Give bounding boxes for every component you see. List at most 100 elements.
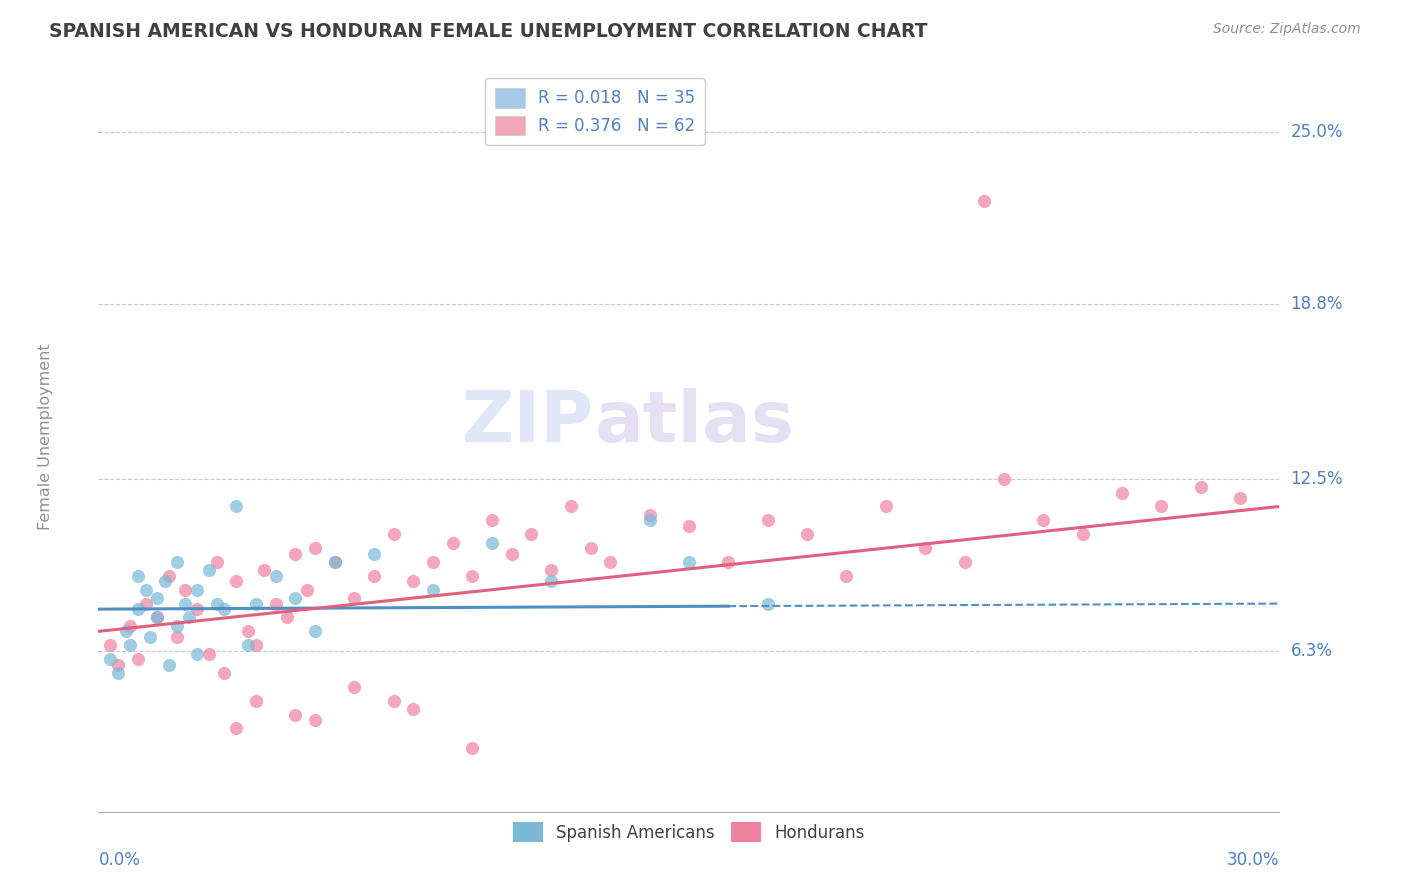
Point (236, 624, 259, 639)
Point (107, 657, 129, 672)
Point (540, 563, 562, 577)
Point (264, 569, 287, 583)
Point (166, 619, 188, 633)
Point (127, 602, 149, 616)
Text: Female Unemployment: Female Unemployment (38, 343, 53, 531)
Point (461, 569, 484, 583)
Point (1229, 491, 1251, 505)
Legend: Spanish Americans, Hondurans: Spanish Americans, Hondurans (506, 816, 872, 848)
Point (146, 610, 169, 624)
Point (461, 740, 484, 755)
Point (107, 665, 129, 680)
Point (98, 652, 121, 666)
Point (678, 555, 700, 569)
Point (717, 555, 740, 569)
Text: 6.3%: 6.3% (1291, 641, 1333, 660)
Point (560, 500, 582, 514)
Point (214, 602, 236, 616)
Point (382, 527, 405, 541)
Point (214, 665, 236, 680)
Point (155, 574, 177, 589)
Point (245, 638, 267, 652)
Point (166, 555, 188, 569)
Point (138, 630, 160, 644)
Point (157, 569, 180, 583)
Point (264, 597, 287, 611)
Point (1111, 485, 1133, 500)
Point (402, 702, 425, 716)
Point (875, 500, 897, 514)
Point (363, 569, 385, 583)
Point (135, 597, 157, 611)
Point (284, 707, 307, 722)
Point (205, 555, 228, 569)
Point (599, 555, 621, 569)
Text: 0.0%: 0.0% (98, 851, 141, 869)
Point (323, 555, 346, 569)
Point (304, 541, 326, 555)
Point (245, 694, 267, 708)
Point (422, 582, 444, 597)
Point (1071, 527, 1094, 541)
Point (166, 630, 188, 644)
Point (146, 591, 169, 605)
Point (382, 694, 405, 708)
Point (186, 602, 208, 616)
Point (638, 508, 661, 522)
Point (973, 194, 995, 209)
Point (174, 597, 197, 611)
Text: 12.5%: 12.5% (1291, 470, 1343, 488)
Point (253, 563, 276, 577)
Text: ZIP: ZIP (463, 388, 595, 457)
Point (953, 555, 976, 569)
Point (118, 638, 141, 652)
Point (118, 619, 141, 633)
Point (1189, 480, 1212, 494)
Point (501, 547, 523, 561)
Point (157, 657, 180, 672)
Text: SPANISH AMERICAN VS HONDURAN FEMALE UNEMPLOYMENT CORRELATION CHART: SPANISH AMERICAN VS HONDURAN FEMALE UNEM… (49, 22, 928, 41)
Point (638, 513, 661, 527)
Point (678, 519, 700, 533)
Point (343, 680, 366, 694)
Point (295, 582, 318, 597)
Text: atlas: atlas (595, 388, 794, 457)
Point (115, 624, 138, 639)
Point (323, 555, 346, 569)
Point (225, 574, 247, 589)
Point (177, 610, 200, 624)
Point (914, 541, 936, 555)
Point (276, 610, 298, 624)
Point (225, 500, 247, 514)
Point (186, 647, 208, 661)
Point (284, 591, 307, 605)
Point (796, 527, 818, 541)
Point (1032, 513, 1054, 527)
Point (363, 547, 385, 561)
Point (98, 638, 121, 652)
Point (441, 535, 464, 549)
Point (993, 472, 1015, 486)
Point (146, 610, 169, 624)
Point (481, 513, 503, 527)
Point (756, 597, 779, 611)
Point (197, 563, 219, 577)
Point (520, 527, 543, 541)
Point (236, 638, 259, 652)
Text: 25.0%: 25.0% (1291, 123, 1343, 141)
Point (127, 569, 149, 583)
Point (127, 652, 149, 666)
Point (422, 555, 444, 569)
Point (756, 513, 779, 527)
Point (197, 647, 219, 661)
Point (579, 541, 602, 555)
Text: Source: ZipAtlas.com: Source: ZipAtlas.com (1213, 22, 1361, 37)
Point (225, 722, 247, 736)
Point (540, 574, 562, 589)
Point (135, 582, 157, 597)
Point (835, 569, 858, 583)
Point (1150, 500, 1173, 514)
Point (186, 582, 208, 597)
Text: 18.8%: 18.8% (1291, 295, 1343, 313)
Point (284, 547, 307, 561)
